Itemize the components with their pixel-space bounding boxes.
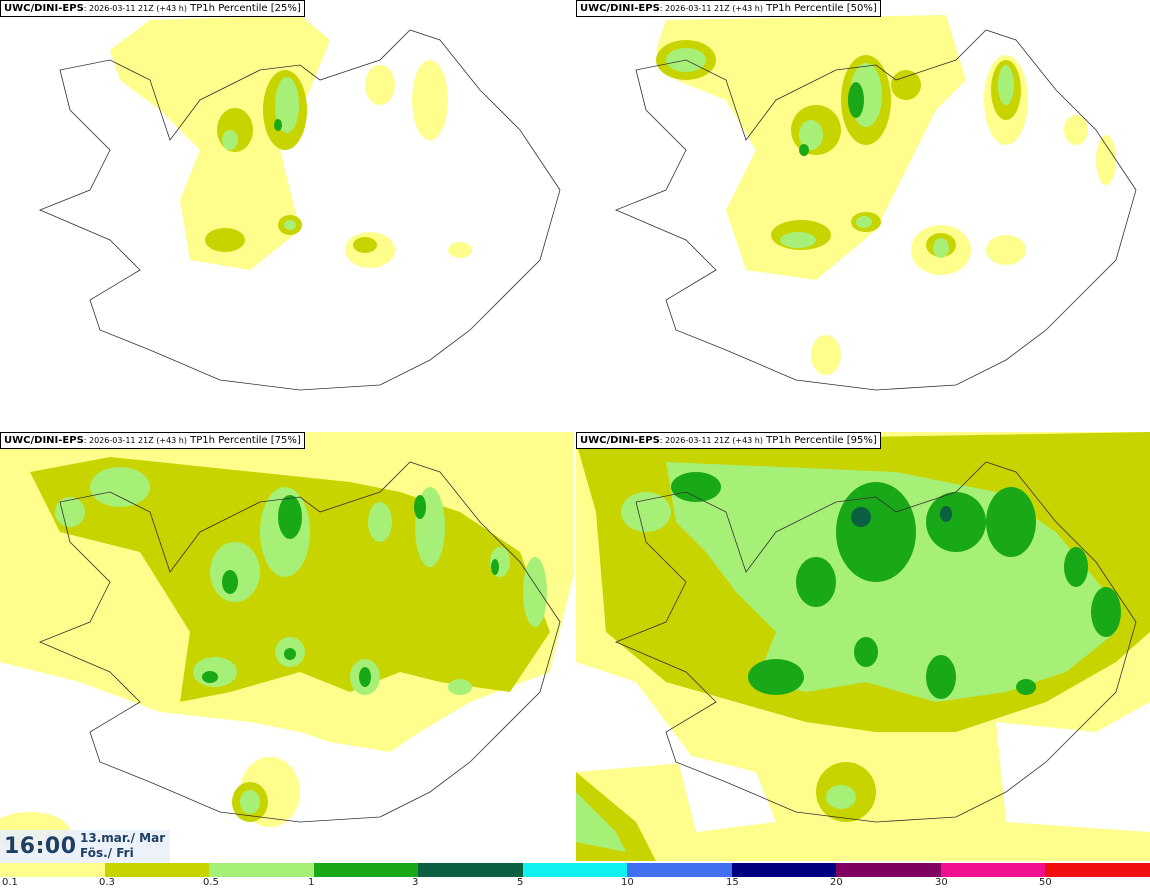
- model-source: UWC/DINI-EPS: [580, 435, 660, 446]
- run-time: : 2026-03-11 21Z (+43 h): [659, 4, 763, 13]
- colorbar-tick-label: 50: [1039, 877, 1052, 888]
- map-p75: [0, 432, 574, 852]
- colorbar-tick-label: 1: [308, 877, 315, 888]
- colorbar-segment: [627, 863, 732, 877]
- colorbar-segment: [418, 863, 523, 877]
- model-source: UWC/DINI-EPS: [4, 3, 84, 14]
- colorbar-segment: [209, 863, 314, 877]
- colorbar-segment: [940, 863, 1046, 877]
- run-time: : 2026-03-11 21Z (+43 h): [83, 436, 187, 445]
- precipitation-colorbar: [0, 863, 1150, 877]
- map-panel-p95: UWC/DINI-EPS: 2026-03-11 21Z (+43 h) TP1…: [576, 432, 1150, 861]
- map-p25: [38, 15, 561, 391]
- colorbar-segment: [313, 863, 419, 877]
- run-time: : 2026-03-11 21Z (+43 h): [83, 4, 187, 13]
- product-name: TP1h Percentile [25%]: [190, 3, 301, 14]
- product-name: TP1h Percentile [50%]: [766, 3, 877, 14]
- panel-title: UWC/DINI-EPS: 2026-03-11 21Z (+43 h) TP1…: [0, 432, 305, 449]
- colorbar-segment: [0, 863, 105, 877]
- valid-clock: 16:00: [4, 834, 77, 859]
- run-time: : 2026-03-11 21Z (+43 h): [659, 436, 763, 445]
- map-panel-p25: UWC/DINI-EPS: 2026-03-11 21Z (+43 h) TP1…: [0, 0, 574, 429]
- colorbar-segment: [522, 863, 628, 877]
- colorbar-tick-label: 0.1: [2, 877, 18, 888]
- colorbar-tick-label: 0.3: [99, 877, 115, 888]
- panel-title: UWC/DINI-EPS: 2026-03-11 21Z (+43 h) TP1…: [576, 432, 881, 449]
- colorbar-tick-label: 10: [621, 877, 634, 888]
- map-panel-p75: UWC/DINI-EPS: 2026-03-11 21Z (+43 h) TP1…: [0, 432, 574, 861]
- colorbar-segment: [836, 863, 941, 877]
- colorbar-segment: [104, 863, 210, 877]
- product-name: TP1h Percentile [75%]: [190, 435, 301, 446]
- colorbar-tick-label: 5: [517, 877, 524, 888]
- map-panel-p50: UWC/DINI-EPS: 2026-03-11 21Z (+43 h) TP1…: [576, 0, 1150, 429]
- colorbar-tick-label: 20: [830, 877, 843, 888]
- panel-title: UWC/DINI-EPS: 2026-03-11 21Z (+43 h) TP1…: [576, 0, 881, 17]
- colorbar-tick-label: 15: [726, 877, 739, 888]
- map-p50: [614, 15, 1137, 391]
- model-source: UWC/DINI-EPS: [580, 3, 660, 14]
- panel-title: UWC/DINI-EPS: 2026-03-11 21Z (+43 h) TP1…: [0, 0, 305, 17]
- valid-time-box: 16:00 13.mar./ Mar Fös./ Fri: [0, 830, 170, 863]
- valid-date: 13.mar./ Mar: [80, 831, 166, 845]
- colorbar-segment: [1045, 863, 1150, 877]
- valid-day: Fös./ Fri: [80, 846, 134, 860]
- colorbar-segment: [731, 863, 837, 877]
- map-p95: [576, 432, 1150, 861]
- colorbar-tick-label: 0.5: [203, 877, 219, 888]
- colorbar-tick-label: 3: [412, 877, 419, 888]
- product-name: TP1h Percentile [95%]: [766, 435, 877, 446]
- model-source: UWC/DINI-EPS: [4, 435, 84, 446]
- colorbar-tick-label: 30: [935, 877, 948, 888]
